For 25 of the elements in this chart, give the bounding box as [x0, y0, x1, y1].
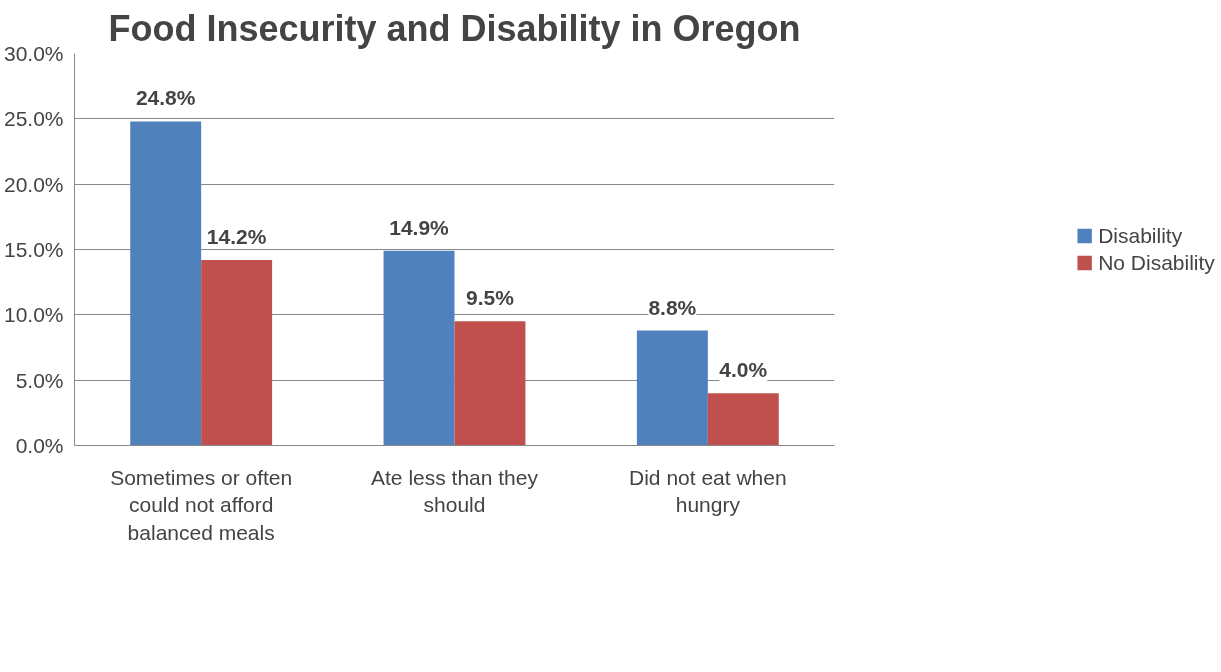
- y-tick-label: 15.0%: [3, 238, 64, 261]
- bar: [130, 121, 202, 446]
- data-label: 8.8%: [648, 295, 697, 319]
- bar: [383, 250, 455, 446]
- chart-title: Food Insecurity and Disability in Oregon: [108, 7, 801, 49]
- bar: [636, 330, 708, 446]
- x-tick-label: Did not eat when hungry: [629, 465, 787, 517]
- y-tick-label: 20.0%: [3, 172, 64, 196]
- legend-label: Disability: [1098, 223, 1183, 248]
- y-tick-label: 10.0%: [3, 303, 64, 327]
- y-tick-label: 30.0%: [3, 42, 64, 65]
- legend-label: No Disability: [1098, 250, 1215, 275]
- bar: [707, 393, 779, 446]
- x-tick-label: Ate less than they should: [371, 465, 539, 517]
- data-label: 14.9%: [389, 215, 450, 239]
- y-tick-label: 25.0%: [3, 107, 64, 131]
- data-label: 9.5%: [466, 286, 515, 310]
- bar: [201, 259, 273, 446]
- data-label: 14.2%: [206, 224, 267, 248]
- data-label: 24.8%: [135, 86, 196, 110]
- bar: [454, 321, 526, 446]
- data-label: 4.0%: [719, 358, 768, 382]
- x-tick-label: Sometimes or often could not afford balanced meals: [110, 465, 293, 544]
- y-tick-label: 0.0%: [15, 434, 64, 457]
- y-tick-label: 5.0%: [15, 368, 64, 392]
